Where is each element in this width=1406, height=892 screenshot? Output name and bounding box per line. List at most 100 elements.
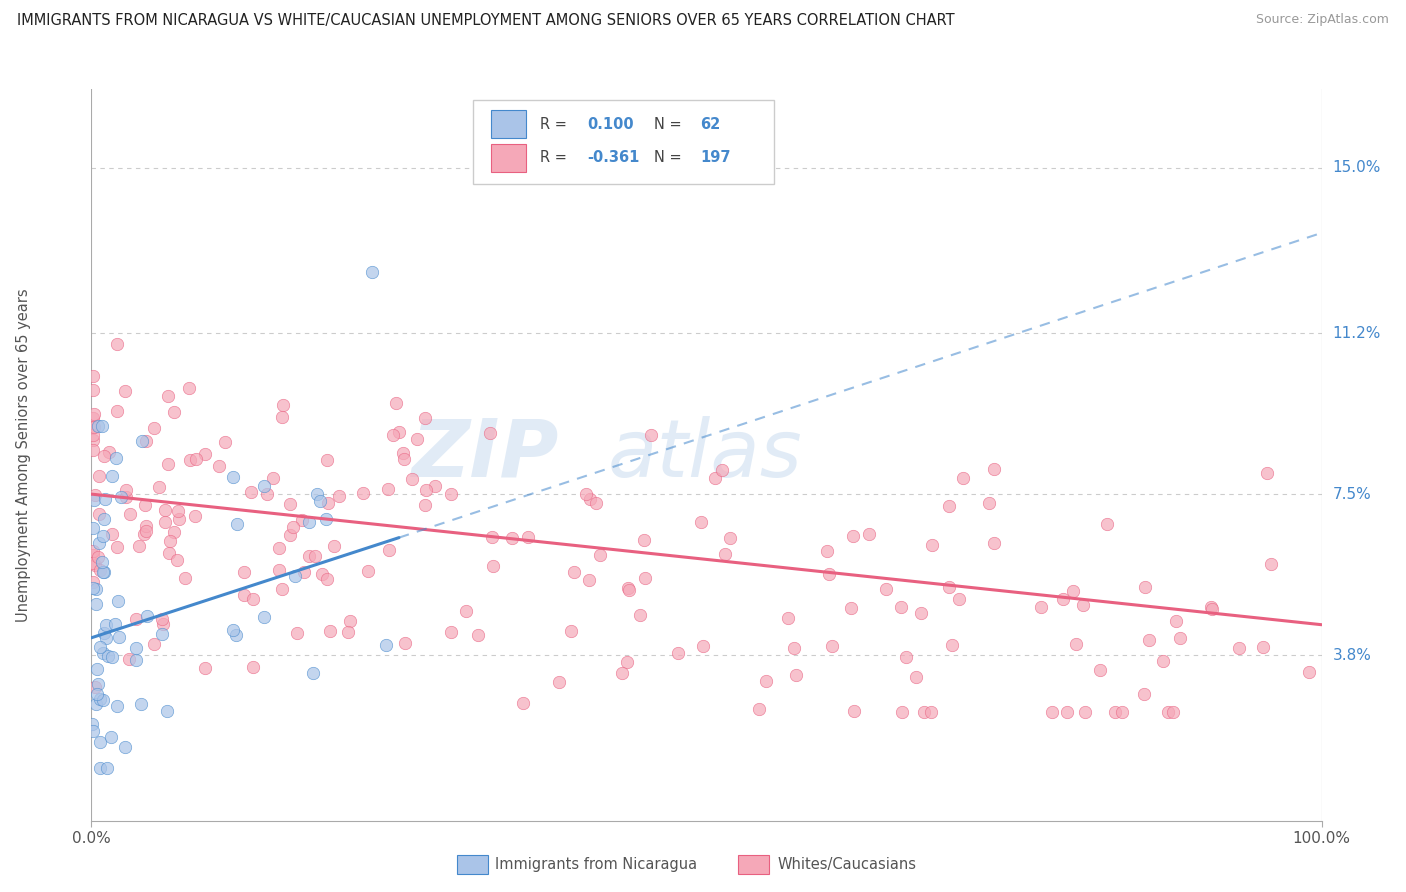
- Text: 62: 62: [700, 117, 721, 132]
- Point: [783, 641, 806, 656]
- Point: [156, 457, 179, 471]
- Point: [267, 563, 290, 577]
- Point: [633, 533, 655, 547]
- Point: [983, 536, 1005, 550]
- Point: [153, 516, 176, 530]
- Point: [82, 384, 104, 398]
- Point: [339, 615, 361, 629]
- Point: [105, 337, 128, 351]
- Text: N =: N =: [654, 151, 686, 165]
- Point: [91, 418, 114, 433]
- Point: [87, 419, 110, 434]
- Point: [87, 550, 110, 565]
- Point: [1074, 705, 1097, 719]
- Point: [159, 533, 181, 548]
- Point: [183, 508, 205, 523]
- Point: [125, 653, 148, 667]
- Point: [84, 598, 107, 612]
- Point: [84, 558, 107, 573]
- Text: -0.361: -0.361: [588, 151, 640, 165]
- Bar: [491, 111, 526, 138]
- Text: Source: ZipAtlas.com: Source: ZipAtlas.com: [1256, 13, 1389, 27]
- Point: [135, 518, 157, 533]
- Point: [585, 496, 607, 510]
- Point: [977, 496, 1000, 510]
- Point: [225, 628, 247, 642]
- Text: ZIP: ZIP: [412, 416, 558, 494]
- Point: [89, 761, 111, 775]
- Point: [890, 600, 912, 615]
- Point: [578, 573, 600, 587]
- Point: [242, 592, 264, 607]
- Point: [82, 548, 104, 562]
- Point: [610, 665, 633, 680]
- Point: [1137, 632, 1160, 647]
- Point: [292, 565, 315, 579]
- Point: [169, 512, 191, 526]
- Point: [105, 699, 128, 714]
- Point: [291, 513, 314, 527]
- Point: [560, 624, 582, 638]
- Point: [308, 494, 330, 508]
- Point: [1097, 517, 1119, 532]
- Point: [842, 529, 865, 543]
- Point: [1040, 705, 1063, 719]
- Point: [94, 632, 117, 646]
- Point: [1227, 641, 1250, 656]
- Point: [481, 530, 503, 544]
- Point: [983, 461, 1005, 475]
- Point: [82, 428, 104, 442]
- Point: [143, 420, 166, 434]
- Point: [575, 487, 598, 501]
- Point: [233, 566, 256, 580]
- Point: [375, 638, 398, 652]
- Point: [890, 705, 912, 719]
- Point: [278, 497, 301, 511]
- Point: [86, 677, 108, 691]
- Point: [755, 673, 778, 688]
- Point: [710, 463, 733, 477]
- Point: [253, 479, 276, 493]
- Point: [415, 411, 437, 425]
- Point: [101, 649, 124, 664]
- Point: [1161, 705, 1184, 719]
- Point: [89, 535, 111, 549]
- Point: [91, 693, 114, 707]
- Point: [82, 724, 104, 739]
- Point: [86, 687, 108, 701]
- Point: [135, 609, 157, 624]
- Point: [83, 488, 105, 502]
- Point: [423, 479, 446, 493]
- Point: [481, 559, 503, 574]
- Point: [388, 425, 411, 439]
- Point: [105, 404, 128, 418]
- Point: [82, 442, 104, 457]
- Text: IMMIGRANTS FROM NICARAGUA VS WHITE/CAUCASIAN UNEMPLOYMENT AMONG SENIORS OVER 65 : IMMIGRANTS FROM NICARAGUA VS WHITE/CAUCA…: [17, 13, 955, 29]
- Point: [101, 527, 124, 541]
- Point: [316, 453, 339, 467]
- Point: [357, 564, 380, 578]
- Point: [666, 646, 689, 660]
- Point: [1031, 600, 1053, 615]
- Point: [135, 434, 157, 449]
- Text: 0.100: 0.100: [588, 117, 634, 132]
- Point: [93, 565, 115, 579]
- Point: [547, 674, 569, 689]
- Point: [690, 515, 713, 529]
- Point: [1135, 581, 1157, 595]
- Point: [82, 420, 104, 434]
- Point: [86, 662, 108, 676]
- Point: [718, 531, 741, 545]
- Point: [179, 453, 201, 467]
- Point: [921, 538, 943, 552]
- Point: [118, 652, 141, 666]
- Point: [640, 427, 662, 442]
- Point: [304, 549, 326, 563]
- Point: [97, 649, 120, 664]
- Point: [214, 434, 236, 449]
- Point: [285, 626, 308, 640]
- Point: [440, 625, 463, 640]
- Text: 11.2%: 11.2%: [1333, 326, 1381, 341]
- Point: [96, 761, 118, 775]
- Point: [1201, 602, 1223, 616]
